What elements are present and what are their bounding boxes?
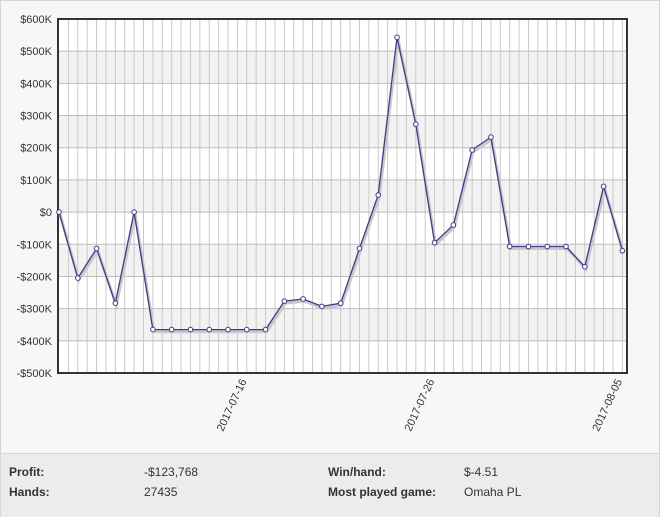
data-point (525, 243, 532, 250)
data-point (431, 239, 438, 246)
y-tick-label: -$300K (17, 304, 53, 316)
data-point (262, 326, 269, 333)
x-tick-label: 2017-08-05 (590, 377, 625, 433)
y-tick-label: -$500K (17, 368, 53, 380)
profit-value: -$123,768 (144, 465, 199, 479)
y-tick-label: $100K (20, 175, 52, 187)
hands-label: Hands: (9, 485, 50, 499)
data-point (412, 121, 419, 128)
stats-panel: Profit: -$123,768 Hands: 27435 Win/hand:… (1, 453, 659, 517)
hands-value: 27435 (144, 485, 178, 499)
data-point (356, 245, 363, 252)
y-tick-label: $200K (20, 143, 52, 155)
profit-label: Profit: (9, 465, 45, 479)
y-tick-label: $500K (20, 46, 52, 58)
y-tick-label: $300K (20, 111, 52, 123)
data-point (56, 209, 62, 215)
data-point (582, 264, 588, 270)
y-tick-label: -$100K (17, 239, 53, 251)
profit-chart: $600K $500K $400K $300K $200K $100K $0 -$100K -$… (17, 14, 628, 433)
data-point (337, 300, 344, 306)
data-point (150, 326, 156, 333)
data-point (187, 326, 194, 333)
data-point (281, 298, 288, 305)
data-point (506, 243, 513, 250)
data-point (93, 245, 100, 252)
data-point (488, 134, 494, 140)
x-tick-label: 2017-07-16 (215, 377, 250, 433)
win-per-hand-label: Win/hand: (328, 465, 386, 479)
data-point (619, 247, 626, 254)
data-point (112, 300, 119, 306)
y-tick-label: $400K (20, 78, 52, 90)
data-point (168, 326, 175, 333)
most-played-game-label: Most played game: (328, 485, 437, 499)
data-point (131, 209, 137, 215)
y-tick-label: -$400K (17, 336, 53, 348)
data-point (544, 243, 551, 250)
plot-border (57, 18, 628, 374)
win-per-hand-value: $-4.51 (464, 465, 499, 479)
data-point (450, 222, 457, 228)
data-point (319, 303, 325, 310)
most-played-game-value: Omaha PL (464, 485, 522, 499)
data-point (375, 192, 382, 198)
data-point (563, 243, 569, 250)
y-tick-label: $600K (20, 14, 52, 26)
x-tick-label: 2017-07-26 (403, 377, 438, 433)
data-point (300, 296, 306, 302)
y-tick-label: -$200K (17, 271, 53, 283)
data-point (74, 275, 81, 281)
data-point (600, 183, 607, 190)
y-tick-label: $0 (40, 207, 52, 219)
data-point (394, 34, 400, 41)
data-point (225, 326, 231, 333)
data-point (243, 326, 250, 333)
data-point (206, 326, 213, 333)
data-point (469, 147, 475, 153)
